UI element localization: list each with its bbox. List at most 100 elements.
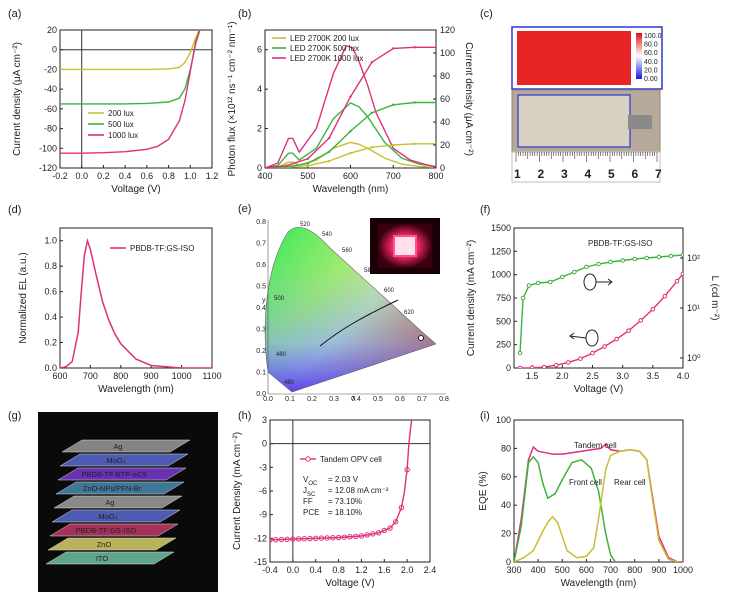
panel-e: (e) 0.0 0.1 0.2 0.3 0.4 0.5 0.6 0.7 0.8 0.0 0.1 0.2…: [238, 203, 449, 403]
wavelength-label: 600: [384, 288, 395, 294]
jv-point: [364, 532, 370, 538]
series-label: Tandem cell: [574, 441, 617, 450]
luminance-point: [608, 259, 613, 265]
y-tick-label: -15: [254, 557, 267, 567]
legend-label: PBDB-TF:GS-ISO: [130, 244, 194, 253]
series-marker-ellipse: [583, 273, 597, 291]
current-point: [529, 365, 535, 368]
x-tick-label: 300: [506, 565, 521, 575]
y-axis-label: Current Density (mA cm⁻²): [232, 432, 243, 550]
wavelength-label: 500: [274, 296, 285, 302]
panel-b-tag: (b): [238, 8, 251, 20]
layer-label: ZnO-NPs/PFN-Br: [83, 484, 142, 493]
cie-x-tick: 0.2: [307, 396, 317, 403]
x-tick-label: 2.4: [424, 565, 437, 575]
layer-label: MoO₃: [98, 512, 117, 521]
luminance-point: [656, 254, 662, 260]
cie-x-tick: 0.8: [439, 396, 449, 403]
current-point: [434, 46, 436, 49]
panel-d-tag: (d): [8, 204, 21, 216]
luminance-point: [596, 261, 601, 267]
x-tick-label: 1000: [673, 565, 693, 575]
cie-gamut-outline: [264, 227, 437, 393]
x-axis-label: Wavelength (nm): [98, 384, 174, 395]
scale-label: 100.0: [644, 33, 662, 40]
luminance-point: [572, 269, 577, 275]
jv-point: [353, 533, 359, 540]
luminance-point: [680, 252, 683, 258]
y-tick-label: -9: [259, 510, 267, 520]
wavelength-label: 480: [276, 352, 287, 358]
panel-e-tag: (e): [238, 203, 251, 215]
x-axis-label: Voltage (V): [325, 578, 374, 589]
y-tick-label: 1500: [491, 223, 511, 233]
x-tick-label: 1.6: [378, 565, 391, 575]
current-density-curve: [519, 273, 683, 368]
series-group: [514, 443, 683, 562]
ruler-ticks: 1 2 3 4 5 6 7: [514, 152, 662, 181]
panel-h: (h) -0.4 0.0 0.4 0.8 1.2 1.6 2.0 2.4 3 0 -3 -6 -9 -12 -…: [232, 410, 436, 589]
jv-point: [301, 536, 307, 542]
current-point: [541, 364, 547, 368]
current-point: [566, 360, 571, 365]
panel-i: (i) 300 400 500 600 700 800 900 1000 0 20 40 60 80 100…: [478, 410, 693, 589]
eqe-front-cell: [514, 455, 617, 562]
current-point: [392, 143, 395, 147]
plot-frame: [513, 227, 684, 369]
series-group: [517, 252, 683, 368]
device-stack: Ag MoO₃ PBDB-TF:BTP-eC9 ZnO-NPs/PFN-Br Ag MoO…: [45, 439, 191, 565]
plot-frame: [59, 29, 213, 169]
jv-point: [347, 534, 353, 540]
legend-label: 200 lux: [108, 109, 134, 118]
x-tick-label: 0.8: [162, 171, 175, 181]
y-tick-label: 40: [501, 500, 511, 510]
panel-g: (g) AgMoO₃PBDB-TF:BTP-eC9ZnO-NPs/PFN-BrA…: [8, 410, 218, 592]
y-tick-label: -12: [254, 533, 267, 543]
el-spectrum: [60, 237, 212, 368]
cie-x-tick: 0.6: [395, 396, 405, 403]
legend-label: Tandem OPV cell: [320, 455, 382, 464]
x-tick-label: 0.2: [97, 171, 110, 181]
ruler-number: 1: [514, 167, 521, 181]
x-tick-label: 2.0: [401, 565, 414, 575]
luminance-point: [520, 295, 526, 301]
cie-y-tick: 0.2: [256, 348, 266, 355]
jv-point: [370, 531, 376, 537]
ruler-number: 5: [608, 167, 615, 181]
layer-label: ITO: [96, 554, 109, 563]
luminance-point: [620, 258, 625, 263]
panel-g-tag: (g): [8, 410, 21, 422]
y2-tick-label: 40: [440, 117, 450, 127]
plot-frame: [59, 227, 213, 369]
current-point: [265, 166, 267, 168]
y-tick-label: -3: [259, 462, 267, 472]
layer-label: MoO₃: [106, 456, 125, 465]
spectrum-flux-0: [265, 141, 436, 168]
legend-label: PBDB-TF:GS-ISO: [588, 239, 652, 248]
charts: (a)-0.2 0.0 0.2 0.4 0.6 0.8 1.0 1.2200-20-40-60…: [8, 8, 720, 589]
y-tick-label: 100: [496, 415, 511, 425]
x-tick-label: 0.8: [332, 565, 345, 575]
current-point: [327, 159, 331, 163]
y-tick-label: 250: [496, 340, 511, 350]
y-tick-label: -100: [39, 143, 57, 153]
current-point: [602, 344, 607, 349]
y-tick-label: -80: [44, 124, 57, 134]
jv-curve-500-lux: [60, 30, 201, 105]
jv-point: [295, 536, 302, 542]
x-tick-label: 700: [603, 565, 618, 575]
luminance-point: [526, 283, 532, 288]
x-tick-label: 500: [300, 171, 315, 181]
current-point: [650, 306, 656, 312]
y-tick-label: 0: [262, 439, 267, 449]
current-point: [626, 328, 631, 333]
ruler-number: 6: [632, 167, 639, 181]
wavelength-label: 580: [364, 268, 375, 274]
param-name: JSC: [303, 486, 316, 498]
x-axis-label: Voltage (V): [574, 384, 623, 395]
spectrum-flux-2: [265, 44, 436, 168]
x-tick-label: 0.4: [119, 171, 132, 181]
wavelength-label: 460: [284, 380, 295, 386]
stack-layer: [61, 439, 191, 453]
series-marker-ellipse: [585, 329, 599, 347]
